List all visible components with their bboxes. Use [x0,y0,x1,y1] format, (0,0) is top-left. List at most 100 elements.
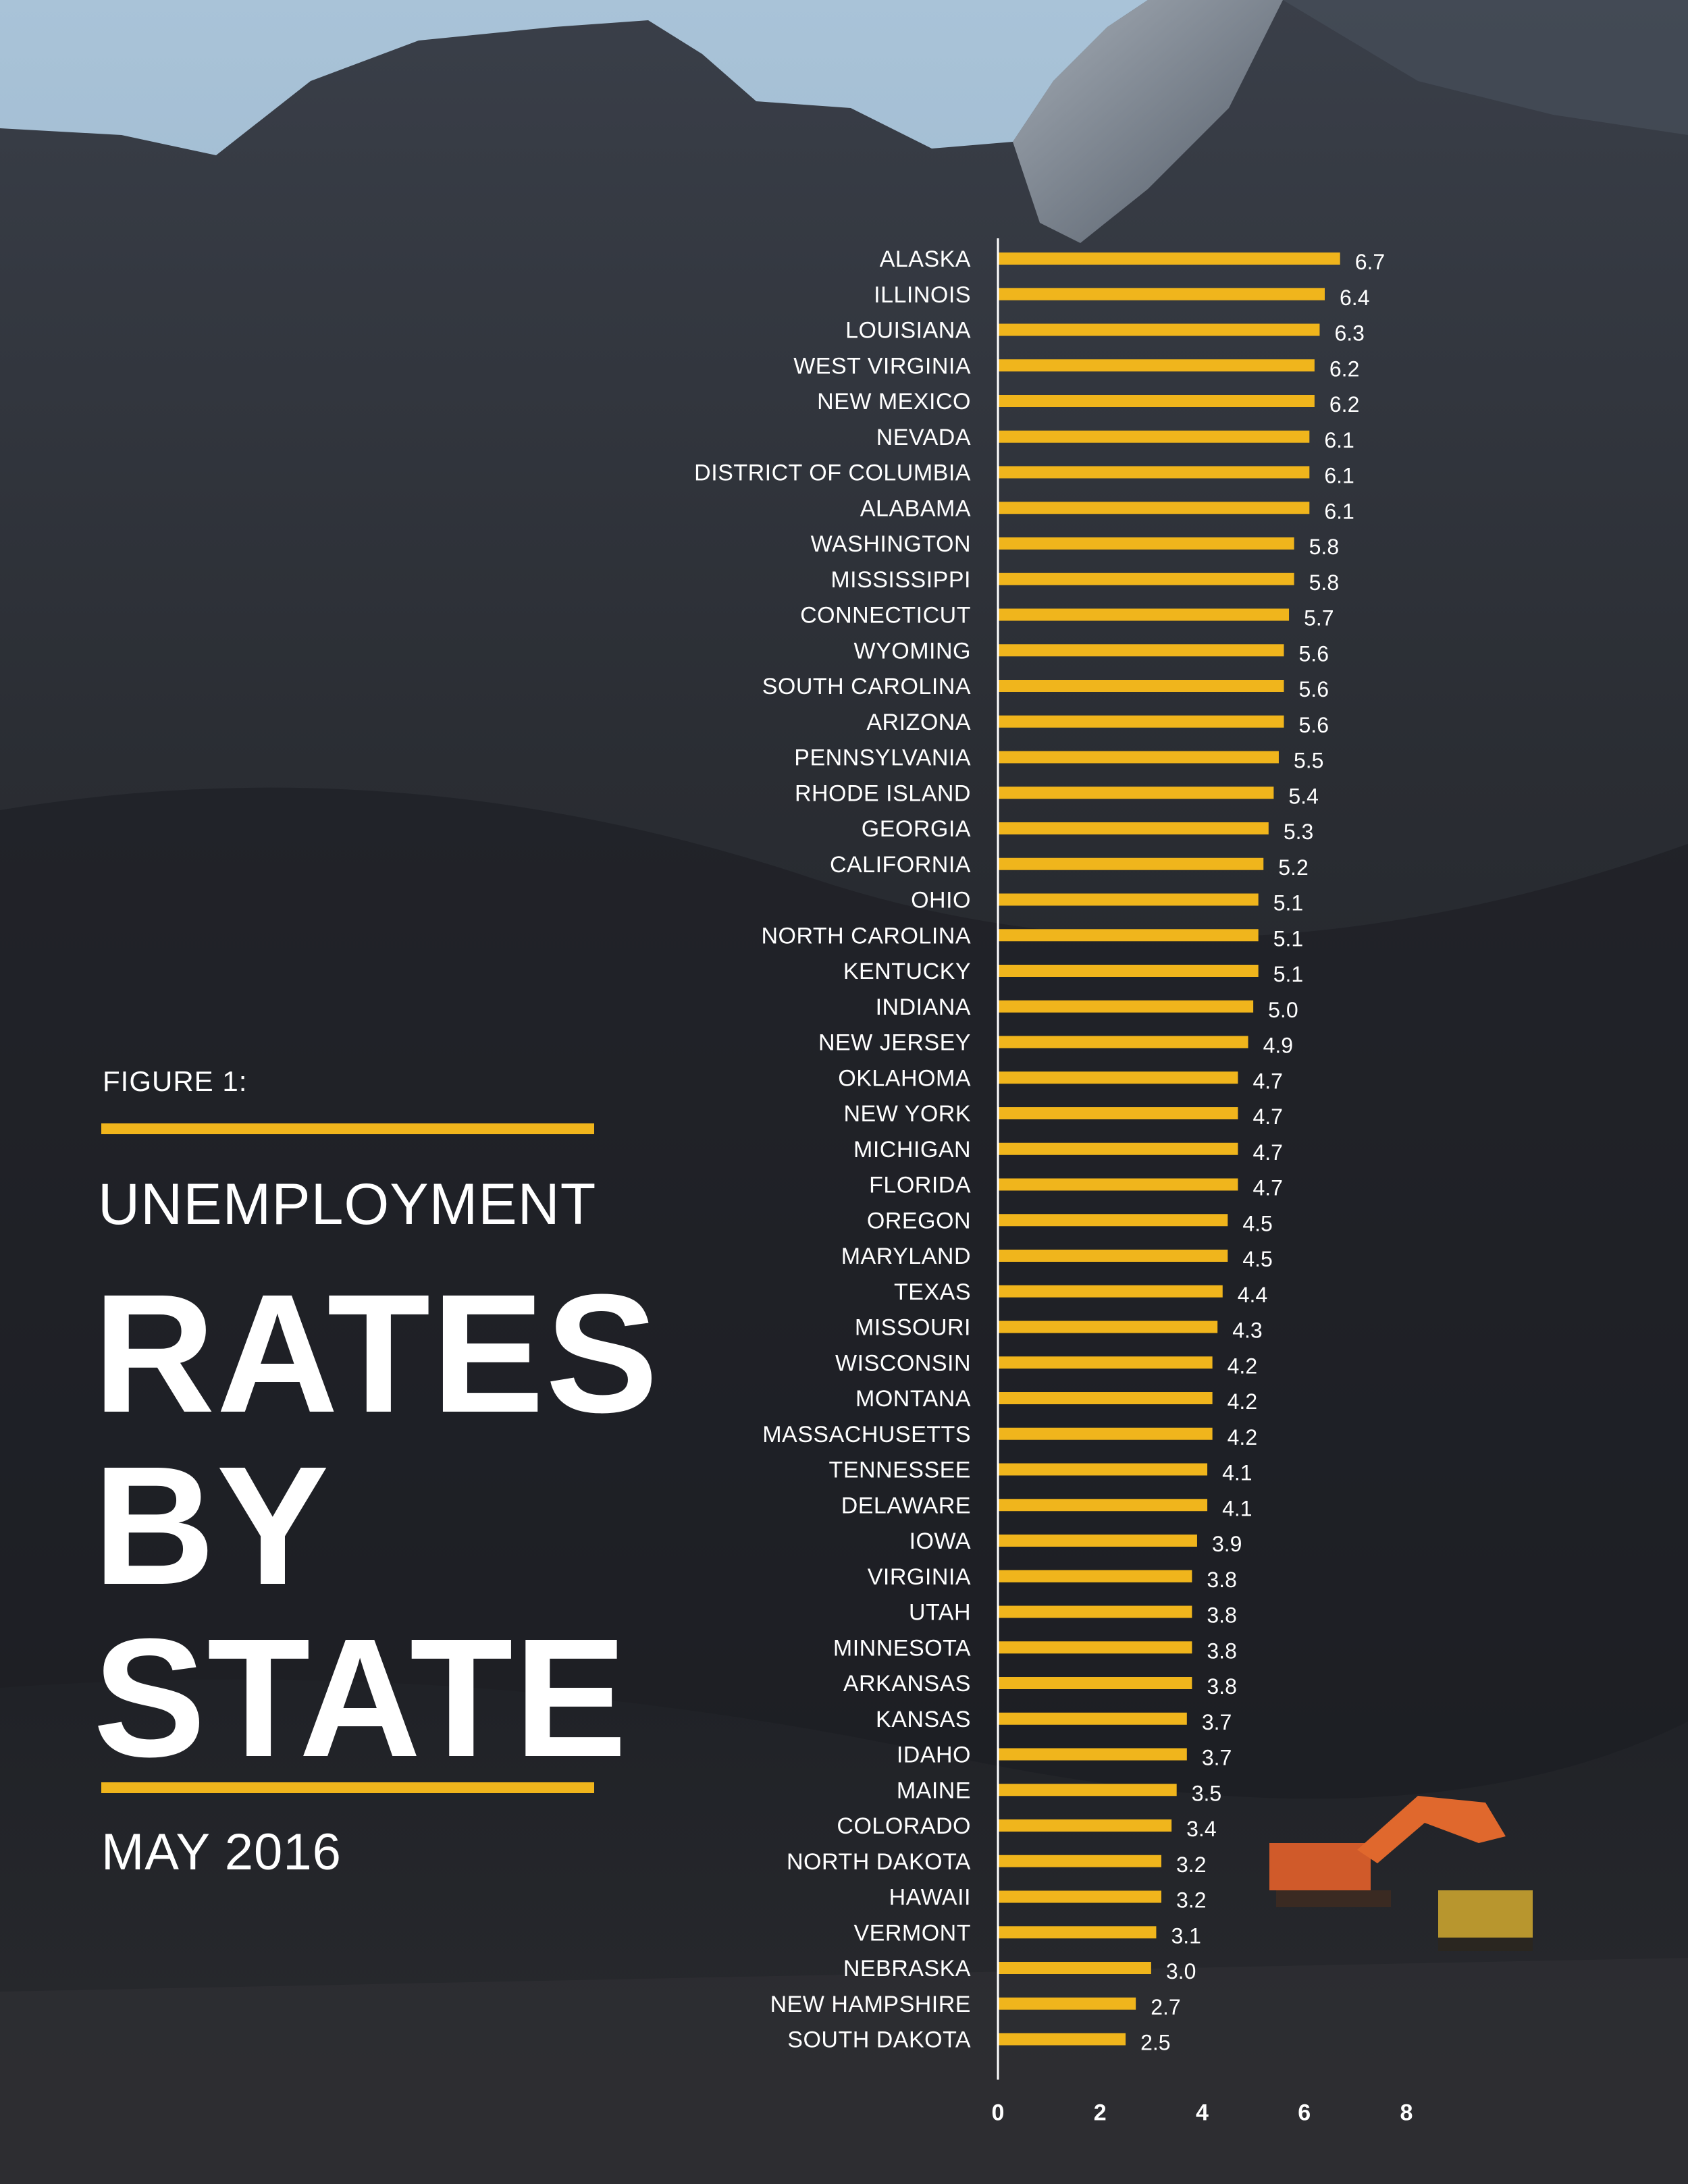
value-label-missouri: 4.3 [1232,1319,1262,1343]
x-ticks-group: 0 2 4 6 8 [992,2100,1413,2126]
state-label-louisiana: LOUISIANA [845,318,971,344]
bar-california [998,857,1264,870]
value-label-wisconsin: 4.2 [1228,1354,1257,1378]
state-label-kansas: KANSAS [876,1707,971,1732]
bar-virginia [998,1570,1192,1582]
state-label-minnesota: MINNESOTA [833,1635,971,1661]
bar-rhode-island [998,787,1274,799]
state-label-rhode-island: RHODE ISLAND [795,780,971,806]
bar-vermont [998,1926,1157,1939]
bar-new-hampshire [998,1997,1136,2010]
state-label-missouri: MISSOURI [855,1315,971,1341]
state-label-north-carolina: NORTH CAROLINA [761,923,971,949]
value-label-utah: 3.8 [1207,1603,1236,1628]
x-tick-2: 2 [1094,2100,1107,2126]
value-label-south-dakota: 2.5 [1140,2031,1170,2055]
value-label-alabama: 6.1 [1324,499,1354,523]
state-label-indiana: INDIANA [876,994,971,1020]
bar-massachusetts [998,1427,1213,1440]
bar-south-carolina [998,680,1284,692]
value-label-arizona: 5.6 [1299,713,1329,737]
date-label: MAY 2016 [101,1823,342,1881]
value-label-vermont: 3.1 [1171,1923,1201,1948]
bar-nebraska [998,1962,1151,1974]
value-label-kansas: 3.7 [1202,1710,1232,1734]
value-label-tennessee: 4.1 [1222,1461,1252,1485]
value-label-florida: 4.7 [1252,1176,1282,1200]
bar-iowa [998,1535,1197,1547]
dump-truck-graphic [1438,1890,1533,1951]
bar-south-dakota [998,2033,1126,2046]
value-label-arkansas: 3.8 [1207,1674,1236,1699]
value-label-new-jersey: 4.9 [1263,1034,1293,1058]
state-label-new-mexico: NEW MEXICO [817,389,971,415]
bar-pennsylvania [998,751,1279,764]
state-label-maine: MAINE [897,1778,971,1803]
state-label-pennsylvania: PENNSYLVANIA [794,745,971,771]
value-label-wyoming: 5.6 [1299,641,1329,666]
value-label-virginia: 3.8 [1207,1568,1236,1592]
state-label-alaska: ALASKA [880,246,971,272]
state-label-new-york: NEW YORK [843,1101,971,1127]
x-tick-8: 8 [1400,2100,1413,2126]
value-label-new-york: 4.7 [1252,1104,1282,1129]
value-label-district-of-columbia: 6.1 [1324,464,1354,488]
value-label-oregon: 4.5 [1242,1211,1272,1235]
state-label-massachusetts: MASSACHUSETTS [762,1422,971,1447]
bar-arkansas [998,1677,1192,1689]
state-label-district-of-columbia: DISTRICT OF COLUMBIA [694,460,971,486]
bar-north-carolina [998,929,1259,942]
state-label-new-hampshire: NEW HAMPSHIRE [770,1992,971,2017]
value-label-west-virginia: 6.2 [1329,356,1359,381]
state-label-montana: MONTANA [855,1386,971,1412]
bar-oklahoma [998,1071,1238,1084]
state-label-wyoming: WYOMING [854,638,971,664]
bar-georgia [998,822,1269,834]
chart-subtitle: UNEMPLOYMENT [98,1172,597,1237]
value-label-illinois: 6.4 [1340,286,1369,310]
state-label-delaware: DELAWARE [841,1493,971,1518]
bar-wisconsin [998,1356,1213,1369]
state-label-vermont: VERMONT [854,1920,972,1946]
bar-hawaii [998,1890,1161,1903]
state-label-michigan: MICHIGAN [853,1137,971,1163]
bar-wyoming [998,644,1284,657]
state-label-iowa: IOWA [909,1528,971,1554]
state-label-ohio: OHIO [911,888,971,913]
value-label-pennsylvania: 5.5 [1294,749,1323,773]
value-label-oklahoma: 4.7 [1252,1069,1282,1093]
value-label-north-dakota: 3.2 [1176,1853,1206,1877]
state-label-west-virginia: WEST VIRGINIA [793,353,971,379]
state-label-new-jersey: NEW JERSEY [818,1030,971,1056]
x-tick-6: 6 [1298,2100,1311,2126]
bar-delaware [998,1499,1208,1512]
bar-mississippi [998,572,1294,585]
title-line-rates: RATES [93,1259,660,1447]
bar-florida [998,1178,1238,1191]
state-label-oklahoma: OKLAHOMA [838,1065,971,1091]
value-label-maryland: 4.5 [1242,1247,1272,1271]
state-label-kentucky: KENTUCKY [843,959,971,984]
bar-idaho [998,1748,1187,1761]
state-label-mississippi: MISSISSIPPI [830,567,971,593]
bar-new-york [998,1107,1238,1119]
excavator-graphic [1269,1796,1506,1907]
bar-washington [998,537,1294,550]
bar-maryland [998,1250,1228,1262]
value-label-kentucky: 5.1 [1273,962,1303,986]
state-label-arizona: ARIZONA [866,710,971,735]
bar-north-dakota [998,1855,1161,1867]
x-tick-4: 4 [1196,2100,1209,2126]
bar-tennessee [998,1463,1208,1476]
bar-arizona [998,715,1284,728]
value-label-indiana: 5.0 [1268,998,1298,1022]
state-label-hawaii: HAWAII [889,1885,971,1911]
state-label-idaho: IDAHO [897,1742,971,1768]
state-label-south-carolina: SOUTH CAROLINA [762,674,971,699]
bar-montana [998,1392,1213,1404]
value-label-louisiana: 6.3 [1334,321,1364,346]
value-label-hawaii: 3.2 [1176,1888,1206,1913]
state-label-utah: UTAH [909,1600,971,1626]
